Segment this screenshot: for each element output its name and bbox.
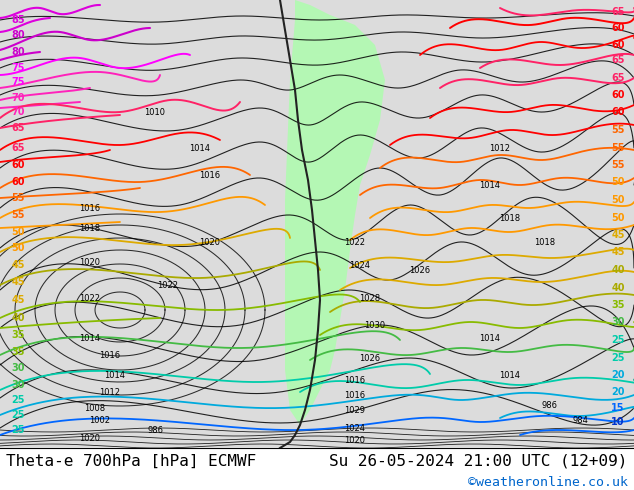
- Text: 1016: 1016: [100, 350, 120, 360]
- Text: 55: 55: [11, 210, 25, 220]
- Text: 1026: 1026: [359, 353, 380, 363]
- Text: 50: 50: [611, 177, 624, 187]
- Text: 1014: 1014: [190, 144, 210, 152]
- Text: 50: 50: [11, 227, 25, 237]
- Text: 85: 85: [11, 15, 25, 25]
- Text: 1018: 1018: [534, 238, 555, 246]
- Text: 1022: 1022: [157, 280, 179, 290]
- Text: 1014: 1014: [105, 370, 126, 379]
- Text: 50: 50: [11, 243, 25, 253]
- Text: Theta-e 700hPa [hPa] ECMWF: Theta-e 700hPa [hPa] ECMWF: [6, 454, 257, 469]
- Text: 25: 25: [611, 335, 624, 345]
- Text: 1022: 1022: [79, 294, 101, 302]
- Text: 1018: 1018: [500, 214, 521, 222]
- Text: 1010: 1010: [145, 107, 165, 117]
- Text: 40: 40: [611, 283, 624, 293]
- Text: 50: 50: [611, 195, 624, 205]
- Text: 80: 80: [11, 47, 25, 57]
- Text: 30: 30: [611, 317, 624, 327]
- Text: 20: 20: [611, 370, 624, 380]
- Text: 25: 25: [11, 395, 25, 405]
- Text: 55: 55: [611, 143, 624, 153]
- Text: 45: 45: [11, 277, 25, 287]
- Text: 65: 65: [11, 143, 25, 153]
- Text: 1024: 1024: [349, 261, 370, 270]
- Text: 1022: 1022: [344, 238, 365, 246]
- Text: 1029: 1029: [344, 406, 365, 415]
- Text: 75: 75: [11, 63, 25, 73]
- Text: 1018: 1018: [79, 223, 101, 232]
- Text: 70: 70: [11, 107, 25, 117]
- Text: Su 26-05-2024 21:00 UTC (12+09): Su 26-05-2024 21:00 UTC (12+09): [329, 454, 628, 469]
- Text: 70: 70: [11, 93, 25, 103]
- Text: 75: 75: [11, 77, 25, 87]
- Text: 35: 35: [11, 347, 25, 357]
- Text: 1016: 1016: [344, 375, 366, 385]
- Polygon shape: [285, 0, 385, 425]
- Text: 25: 25: [11, 425, 25, 435]
- Text: 1014: 1014: [79, 334, 101, 343]
- Text: 1014: 1014: [479, 334, 500, 343]
- Text: 45: 45: [611, 247, 624, 257]
- Text: 60: 60: [611, 40, 624, 50]
- Text: 1028: 1028: [359, 294, 380, 302]
- Text: 40: 40: [11, 313, 25, 323]
- Text: 30: 30: [11, 363, 25, 373]
- Text: 35: 35: [611, 300, 624, 310]
- Text: 45: 45: [11, 260, 25, 270]
- Text: 1020: 1020: [79, 434, 101, 442]
- Text: ©weatheronline.co.uk: ©weatheronline.co.uk: [468, 476, 628, 489]
- Text: 65: 65: [611, 7, 624, 17]
- Text: 1026: 1026: [410, 266, 430, 274]
- Text: 65: 65: [11, 123, 25, 133]
- Text: 1020: 1020: [79, 258, 101, 267]
- Text: 10: 10: [611, 417, 624, 427]
- Text: 1008: 1008: [84, 403, 106, 413]
- Text: 15: 15: [611, 403, 624, 413]
- Text: 65: 65: [611, 55, 624, 65]
- Text: 65: 65: [611, 73, 624, 83]
- Text: 55: 55: [11, 193, 25, 203]
- Text: 1002: 1002: [89, 416, 110, 424]
- Text: 45: 45: [611, 230, 624, 240]
- Text: 20: 20: [611, 387, 624, 397]
- Text: 986: 986: [542, 400, 558, 410]
- Text: 1016: 1016: [79, 203, 101, 213]
- Text: 1020: 1020: [200, 238, 221, 246]
- Text: 1020: 1020: [344, 436, 365, 444]
- Text: 40: 40: [611, 265, 624, 275]
- Text: 60: 60: [11, 177, 25, 187]
- Text: 45: 45: [11, 295, 25, 305]
- Text: 1014: 1014: [479, 180, 500, 190]
- Text: 60: 60: [11, 160, 25, 170]
- Text: 55: 55: [611, 125, 624, 135]
- Text: 25: 25: [11, 410, 25, 420]
- Text: 30: 30: [11, 380, 25, 390]
- Text: 1030: 1030: [365, 320, 385, 329]
- Text: 1012: 1012: [100, 388, 120, 396]
- Text: 60: 60: [611, 90, 624, 100]
- Text: 1016: 1016: [344, 391, 366, 399]
- Text: 60: 60: [611, 107, 624, 117]
- Text: 986: 986: [147, 425, 163, 435]
- Text: 1024: 1024: [344, 423, 365, 433]
- Text: 1014: 1014: [500, 370, 521, 379]
- Text: 35: 35: [11, 330, 25, 340]
- Text: 55: 55: [611, 160, 624, 170]
- Text: 1012: 1012: [489, 144, 510, 152]
- Text: 80: 80: [11, 30, 25, 40]
- Text: 1016: 1016: [200, 171, 221, 179]
- Text: 984: 984: [572, 416, 588, 424]
- Text: 60: 60: [611, 23, 624, 33]
- Text: 50: 50: [611, 213, 624, 223]
- Text: 25: 25: [611, 353, 624, 363]
